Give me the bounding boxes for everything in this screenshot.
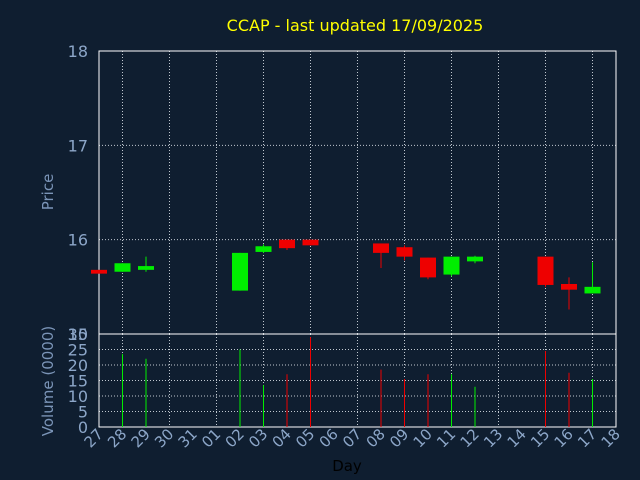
candle-body: [584, 286, 601, 294]
x-tick-label: 15: [527, 425, 553, 451]
candle-body: [420, 257, 436, 278]
x-tick-label: 05: [292, 425, 318, 451]
candle-body: [561, 284, 577, 290]
volume-tick-label: 0: [78, 418, 88, 437]
x-tick-label: 03: [245, 425, 271, 451]
x-tick-label: 30: [151, 425, 177, 451]
x-tick-label: 31: [175, 425, 201, 451]
x-tick-label: 10: [410, 425, 436, 451]
x-tick-label: 11: [433, 425, 459, 451]
chart-title: CCAP - last updated 17/09/2025: [227, 16, 484, 35]
volume-frame: [98, 333, 617, 428]
volume-tick-label: 30: [68, 325, 88, 344]
x-tick-label: 28: [104, 425, 130, 451]
candle-body: [279, 239, 295, 249]
candle-body: [302, 239, 319, 246]
price-tick-label: 16: [68, 231, 88, 250]
x-tick-label: 29: [128, 425, 154, 451]
price-panel: 15 16 17 18: [68, 42, 617, 344]
x-tick-label: 07: [339, 425, 365, 451]
candle-body: [396, 247, 413, 257]
volume-tick-label: 15: [68, 372, 88, 391]
x-tick-label: 13: [480, 425, 506, 451]
candle-body: [91, 269, 107, 274]
candle-body: [443, 256, 460, 275]
volume-tick-label: 20: [68, 356, 88, 375]
candle-body: [255, 246, 272, 252]
volume-tick-label: 5: [78, 403, 88, 422]
price-tick-label: 17: [68, 136, 88, 155]
x-tick-label: 17: [574, 425, 600, 451]
price-axis-label: Price: [39, 174, 57, 211]
x-tick-label: 02: [222, 425, 248, 451]
candle-body: [114, 263, 131, 272]
x-tick-label: 06: [316, 425, 342, 451]
volume-axis-label: Volume (0000): [39, 326, 57, 436]
x-tick-label: 08: [363, 425, 389, 451]
x-tick-label: 04: [269, 425, 295, 451]
x-tick-label: 09: [386, 425, 412, 451]
volume-tick-label: 25: [68, 341, 88, 360]
x-axis-label: Day: [332, 457, 362, 475]
candle-body: [373, 243, 389, 253]
price-tick-label: 15: [68, 325, 88, 344]
x-tick-label: 01: [198, 425, 224, 451]
x-tick-labels: 2728293031010203040506070809101112131415…: [81, 425, 624, 451]
x-tick-label: 14: [504, 425, 530, 451]
price-tick-label: 18: [68, 42, 88, 61]
candle-body: [232, 252, 248, 291]
candle-body: [467, 256, 483, 262]
candle-body: [138, 266, 154, 270]
x-tick-label: 12: [457, 425, 483, 451]
x-tick-label: 16: [551, 425, 577, 451]
volume-tick-label: 10: [68, 387, 88, 406]
x-tick-label: 18: [598, 425, 624, 451]
candle-body: [537, 256, 554, 285]
